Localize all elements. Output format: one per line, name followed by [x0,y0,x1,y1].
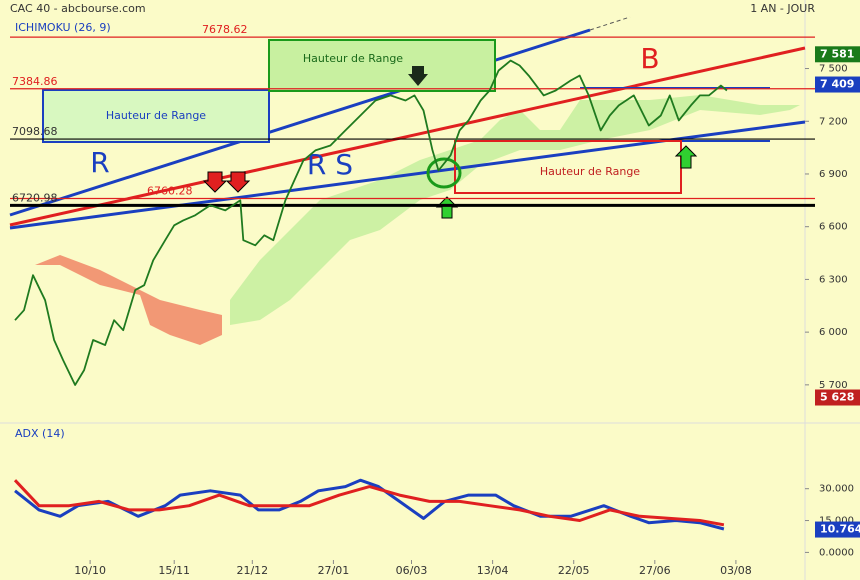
y-tick-label: 6 300 [819,274,848,285]
x-tick-label: 06/03 [396,564,428,577]
y-tick-label: 5 700 [819,380,848,391]
y-tick-label: 15.000 [819,516,854,527]
y-tick-label: 6 000 [819,327,848,338]
annotation: Hauteur de Range [303,52,403,65]
arrow-down [408,66,428,86]
y-tick-label: 0.0000 [819,547,854,558]
x-tick-label: 27/01 [318,564,350,577]
range-box [42,89,270,143]
y-tick-label: 6 600 [819,222,848,233]
x-tick-label: 10/10 [74,564,106,577]
x-tick-label: 15/11 [158,564,190,577]
price-badge-label: 7 409 [820,78,854,91]
level-label: 6760.28 [147,185,193,198]
annotation: B [640,42,659,75]
price-badge-label: 7 581 [820,47,854,60]
trend-extension [589,16,631,31]
series-line [14,59,728,386]
chart-title: CAC 40 - abcbourse.com [10,2,146,15]
indicator-label: ICHIMOKU (26, 9) [15,21,111,34]
indicator-label: ADX (14) [15,427,65,440]
y-tick-label: 7 500 [819,64,848,75]
price-badge [815,76,860,93]
series-line [13,479,725,527]
level-label: 7098.68 [12,125,58,138]
x-tick-label: 13/04 [477,564,509,577]
price-badge [815,389,860,406]
y-tick-label: 7 200 [819,116,848,127]
x-tick-label: 21/12 [236,564,268,577]
arrow-down [225,171,251,193]
price-badge [815,521,860,538]
annotation: Hauteur de Range [106,109,206,122]
trend-line [9,46,806,227]
level-label: 7384.86 [12,75,58,88]
x-tick-label: 27/06 [639,564,671,577]
level-label: 7678.62 [202,23,248,36]
annotation: R S [307,148,353,181]
y-tick-label: 6 900 [819,169,848,180]
level-label: 6720.98 [12,191,58,204]
range-box [268,39,496,92]
arrow-up [674,145,698,169]
x-tick-label: 03/08 [720,564,752,577]
annotation: R [90,146,109,179]
annotation: Hauteur de Range [540,165,640,178]
price-badge [815,46,860,63]
arrow-up [435,196,459,219]
cloud-red [35,255,222,345]
price-badge-label: 10.764 [820,523,860,536]
period: 1 AN - JOUR [750,2,815,15]
trend-line [9,120,806,230]
series-line [14,478,725,531]
x-tick-label: 22/05 [558,564,590,577]
highlight-circle [426,157,462,189]
y-tick-label: 30.000 [819,484,854,495]
price-badge-label: 5 628 [820,391,854,404]
arrow-down [202,171,228,193]
